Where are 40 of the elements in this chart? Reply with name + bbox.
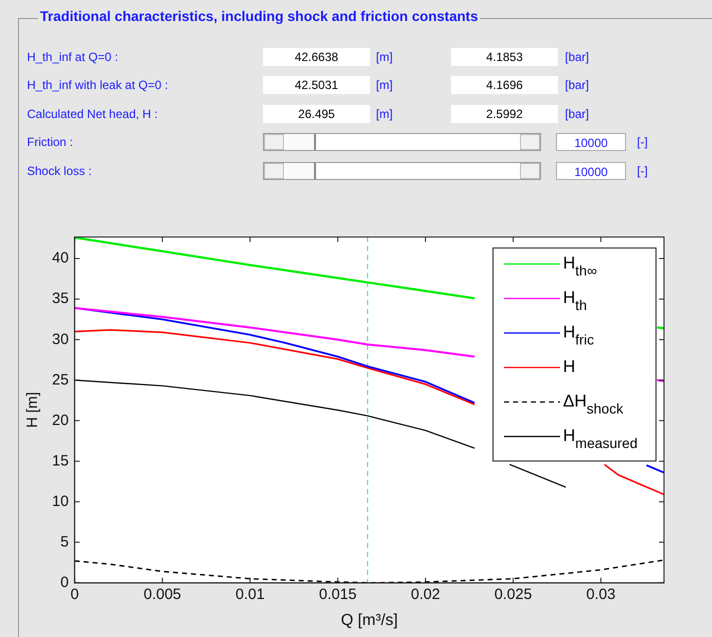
text: Shock loss : [27, 163, 93, 180]
x-axis-title: Q [m³/s] [340, 612, 398, 629]
text: [m] [376, 77, 394, 94]
y-tick-label: 30 [52, 330, 69, 348]
text: [bar] [565, 49, 590, 66]
y-tick-label: 5 [60, 533, 69, 550]
y-tick-label: 0 [60, 574, 69, 591]
text: [-] [637, 163, 649, 180]
text: [m] [376, 49, 394, 66]
text: [bar] [565, 106, 590, 123]
text: Calculated Net head, H : [27, 106, 159, 123]
x-tick-label: 0.025 [494, 586, 532, 603]
text: 42.6638 [263, 48, 370, 66]
x-tick-label: 0.005 [144, 586, 182, 603]
y-tick-label: 10 [52, 492, 69, 510]
text: Friction : [27, 134, 74, 151]
x-tick-label: 0.01 [235, 586, 265, 603]
y-tick-label: 35 [52, 290, 69, 308]
legend-label: H [563, 357, 576, 376]
y-tick-label: 25 [52, 371, 69, 388]
y-tick-label: 15 [52, 452, 69, 470]
text: 10000 [556, 162, 626, 180]
x-tick-label: 0.015 [319, 586, 357, 603]
text: H_th_inf with leak at Q=0 : [27, 77, 170, 94]
text: 26.495 [263, 105, 370, 123]
x-tick-label: 0.03 [586, 586, 616, 603]
text: [bar] [565, 77, 590, 94]
text: 10000 [556, 133, 626, 151]
text: [m] [376, 106, 394, 123]
chart-title: Traditional characteristics, including shock and friction constants [38, 8, 480, 24]
y-axis-title: H [m] [24, 392, 42, 428]
text: 4.1853 [451, 48, 558, 66]
text: 42.5031 [263, 76, 370, 94]
text: 4.1696 [451, 76, 558, 94]
text: 2.5992 [451, 105, 558, 123]
text: H_th_inf at Q=0 : [27, 49, 120, 66]
x-tick-label: 0.02 [410, 586, 440, 603]
y-tick-label: 20 [52, 412, 69, 429]
text: [-] [637, 134, 649, 151]
y-tick-label: 40 [52, 250, 69, 267]
